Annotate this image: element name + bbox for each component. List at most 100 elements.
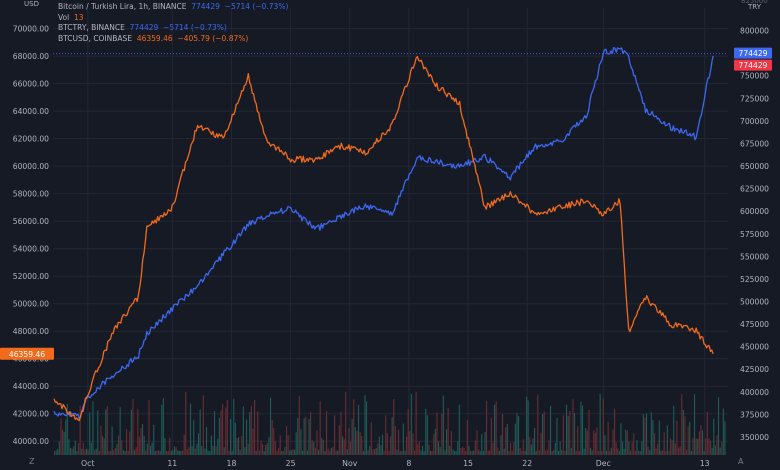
volume-bar xyxy=(598,451,600,455)
volume-bar xyxy=(604,435,606,455)
left-tick-label: 48000.00 xyxy=(13,327,49,336)
auto-scale-right-button[interactable]: A xyxy=(738,457,744,466)
time-tick-label: 25 xyxy=(286,459,296,468)
volume-bar xyxy=(313,441,315,455)
volume-bar xyxy=(402,423,404,455)
volume-bar xyxy=(252,428,254,455)
volume-bar xyxy=(177,450,179,455)
volume-bar xyxy=(625,429,627,455)
volume-label[interactable]: Vol xyxy=(58,12,70,22)
volume-bar xyxy=(217,438,219,455)
volume-bar xyxy=(70,447,72,455)
volume-bar xyxy=(610,447,612,455)
volume-bar xyxy=(422,446,424,455)
volume-bar xyxy=(90,442,92,455)
volume-bar xyxy=(634,450,636,455)
legend-series-1: BTCTRY, BINANCE 774429 −5714 (−0.73%) xyxy=(58,23,288,34)
volume-bar xyxy=(716,435,718,455)
volume-bar xyxy=(407,408,409,455)
volume-bar xyxy=(380,445,382,455)
volume-bar xyxy=(460,448,462,455)
volume-bar xyxy=(111,426,113,455)
volume-bar xyxy=(194,448,196,455)
left-last-price-tag xyxy=(0,347,54,360)
volume-bar xyxy=(238,437,240,455)
volume-bar xyxy=(154,451,156,455)
volume-bar xyxy=(554,442,556,455)
volume-bar xyxy=(686,450,688,455)
volume-bar xyxy=(521,451,523,455)
volume-bar xyxy=(705,438,707,455)
right-tick-label: 400000 xyxy=(740,388,769,397)
volume-bar xyxy=(63,431,65,455)
symbol-title[interactable]: Bitcoin / Turkish Lira, 1h, BINANCE xyxy=(58,2,187,11)
volume-bar xyxy=(441,413,443,455)
volume-bar xyxy=(566,404,568,455)
volume-bar xyxy=(306,450,308,455)
volume-bar xyxy=(671,440,673,455)
volume-bar xyxy=(172,450,174,455)
series-1-label[interactable]: BTCTRY, BINANCE xyxy=(58,23,125,32)
right-tick-label: 375000 xyxy=(740,410,769,419)
volume-bar xyxy=(386,433,388,455)
volume-bar xyxy=(446,429,448,455)
volume-bar xyxy=(500,435,502,455)
volume-bar xyxy=(298,396,300,455)
series-2-label[interactable]: BTCUSD, COINBASE xyxy=(58,33,133,43)
volume-bar xyxy=(564,450,566,455)
volume-bar xyxy=(622,441,624,455)
volume-bar xyxy=(249,412,251,455)
volume-bar xyxy=(522,439,524,455)
volume-bar xyxy=(58,441,60,455)
right-tick-label: 450000 xyxy=(740,343,769,352)
volume-bar xyxy=(722,408,724,455)
volume-bar xyxy=(406,436,408,455)
auto-scale-left-button[interactable]: Z xyxy=(29,457,35,466)
volume-bar xyxy=(439,447,441,455)
volume-bar xyxy=(207,450,209,455)
volume-bar xyxy=(362,451,364,455)
left-tick-label: 42000.00 xyxy=(13,410,49,419)
volume-bar xyxy=(636,440,638,455)
time-axis[interactable]: Oct 11 18 25 Nov 8 15 22 Dec 13 xyxy=(81,459,710,468)
volume-bar xyxy=(719,447,721,455)
volume-bar xyxy=(687,426,689,455)
volume-bar xyxy=(708,438,710,455)
volume-bar xyxy=(322,439,324,455)
volume-bar xyxy=(546,449,548,455)
volume-bar xyxy=(74,440,76,455)
volume-bar xyxy=(68,439,70,455)
volume-bar xyxy=(86,448,88,455)
volume-bar xyxy=(700,425,702,455)
volume-bar xyxy=(570,448,572,455)
right-tick-label: 625000 xyxy=(740,185,769,194)
volume-bar xyxy=(137,409,139,455)
volume-bar xyxy=(662,449,664,455)
right-price-axis[interactable]: 350000 375000 400000 425000 450000 475000 5000… xyxy=(740,27,769,442)
volume-bar xyxy=(335,450,337,455)
volume-bar xyxy=(116,444,118,455)
volume-bar xyxy=(65,419,67,455)
volume-bar xyxy=(377,443,379,455)
volume-bar xyxy=(612,429,614,455)
volume-bar xyxy=(191,446,193,455)
volume-bar xyxy=(114,447,116,455)
volume-bar xyxy=(390,436,392,455)
volume-bar xyxy=(532,438,534,455)
volume-bar xyxy=(462,446,464,455)
volume-bar xyxy=(455,451,457,455)
volume-bar xyxy=(140,428,142,455)
volume-bar xyxy=(385,415,387,455)
volume-bar xyxy=(161,405,163,455)
volume-bar xyxy=(215,446,217,455)
volume-bar xyxy=(55,450,57,455)
volume-bar xyxy=(468,445,470,455)
volume-bar xyxy=(164,438,166,455)
time-tick-label: 18 xyxy=(226,459,236,468)
volume-bar xyxy=(295,432,297,455)
volume-bar xyxy=(105,409,107,455)
series-2-price: 46359.46 xyxy=(136,33,173,43)
right-tick-label: 600000 xyxy=(740,207,769,216)
volume-bar xyxy=(508,451,510,455)
